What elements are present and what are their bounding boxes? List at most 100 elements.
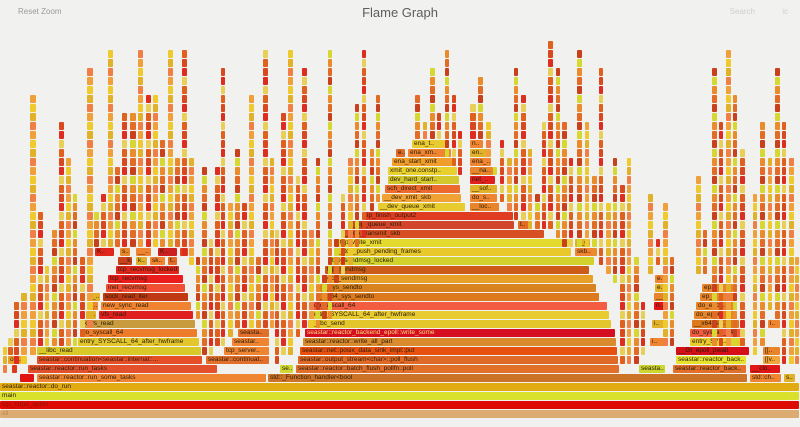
flame-cell[interactable]: [712, 203, 717, 211]
flame-cell[interactable]: [362, 86, 366, 94]
flame-cell[interactable]: [599, 95, 603, 103]
flame-cell[interactable]: [789, 356, 794, 364]
flame-cell[interactable]: [768, 167, 772, 175]
flame-cell[interactable]: [458, 131, 462, 139]
flame-cell[interactable]: [328, 122, 332, 130]
flame-cell[interactable]: [168, 50, 173, 58]
flame-cell[interactable]: [45, 266, 49, 274]
flame-cell[interactable]: [733, 320, 737, 328]
flame-cell[interactable]: [302, 158, 307, 166]
frame-gi-epoll-pwait[interactable]: __GI_epoll_pwait: [676, 347, 750, 355]
frame-i[interactable]: i..: [652, 320, 666, 328]
frame-entry-syscall-64-after-hwframe[interactable]: entry_SYSCALL_64_after_hwframe: [310, 311, 610, 319]
flame-cell[interactable]: [146, 221, 151, 229]
flame-cell[interactable]: [733, 149, 737, 157]
flame-cell[interactable]: [221, 86, 225, 94]
flame-cell[interactable]: [281, 239, 286, 247]
flame-cell[interactable]: [726, 131, 731, 139]
flame-cell[interactable]: [423, 122, 427, 130]
flame-cell[interactable]: [355, 113, 359, 121]
frame-sch-direct-xmit[interactable]: sch_direct_xmit: [385, 185, 461, 193]
flame-cell[interactable]: [30, 194, 36, 202]
flame-cell[interactable]: [45, 293, 49, 301]
flame-cell[interactable]: [108, 50, 113, 58]
flame-cell[interactable]: [775, 158, 780, 166]
flame-cell[interactable]: [521, 158, 526, 166]
flame-cell[interactable]: [782, 347, 786, 355]
flame-cell[interactable]: [712, 302, 717, 310]
flame-cell[interactable]: [627, 221, 631, 229]
flame-cell[interactable]: [795, 284, 799, 292]
frame-sock-read-iter[interactable]: sock_read_iter: [103, 293, 189, 301]
frame-libc-read[interactable]: __libc_read: [37, 347, 202, 355]
flame-cell[interactable]: [73, 320, 77, 328]
flame-cell[interactable]: [740, 248, 745, 256]
flame-cell[interactable]: [458, 167, 462, 175]
flame-cell[interactable]: [634, 293, 639, 301]
flame-cell[interactable]: [168, 221, 173, 229]
flame-cell[interactable]: [215, 185, 220, 193]
flame-cell[interactable]: [634, 356, 639, 364]
flame-cell[interactable]: [87, 266, 93, 274]
flame-cell[interactable]: [606, 212, 611, 220]
flame-cell[interactable]: [528, 212, 532, 220]
flame-cell[interactable]: [733, 122, 737, 130]
flame-cell[interactable]: [30, 338, 36, 346]
flame-cell[interactable]: [30, 185, 36, 193]
flame-cell[interactable]: [235, 302, 240, 310]
flame-cell[interactable]: [302, 185, 307, 193]
flame-cell[interactable]: [221, 329, 225, 337]
flame-cell[interactable]: [80, 329, 85, 337]
frame-ep[interactable]: ep..: [702, 284, 734, 292]
flame-cell[interactable]: [328, 293, 332, 301]
flame-cell[interactable]: [663, 248, 668, 256]
flame-cell[interactable]: [355, 185, 359, 193]
flame-cell[interactable]: [775, 266, 780, 274]
flame-cell[interactable]: [726, 302, 731, 310]
flame-cell[interactable]: [712, 77, 717, 85]
flame-cell[interactable]: [221, 257, 225, 265]
flame-cell[interactable]: [146, 113, 151, 121]
flame-cell[interactable]: [130, 230, 136, 238]
flame-cell[interactable]: [556, 203, 560, 211]
flame-cell[interactable]: [768, 158, 772, 166]
flame-cell[interactable]: [281, 248, 286, 256]
flame-cell[interactable]: [760, 293, 765, 301]
frame-seastar-reactor-backend-epoll-write-some[interactable]: seastar::reactor_backend_epoll::write_so…: [305, 329, 616, 337]
frame-s[interactable]: s..: [120, 248, 131, 256]
flame-cell[interactable]: [362, 158, 366, 166]
flame-cell[interactable]: [528, 176, 532, 184]
flame-cell[interactable]: [782, 131, 786, 139]
flame-cell[interactable]: [362, 203, 366, 211]
flame-cell[interactable]: [370, 176, 374, 184]
flame-cell[interactable]: [641, 311, 645, 319]
flame-cell[interactable]: [775, 77, 780, 85]
flame-cell[interactable]: [740, 320, 745, 328]
flame-cell[interactable]: [30, 284, 36, 292]
flame-cell[interactable]: [620, 221, 625, 229]
flame-cell[interactable]: [703, 266, 707, 274]
frame-e[interactable]: e..: [655, 275, 666, 283]
flame-cell[interactable]: [648, 239, 653, 247]
flame-cell[interactable]: [189, 176, 194, 184]
flame-cell[interactable]: [585, 185, 589, 193]
flame-cell[interactable]: [795, 356, 799, 364]
flame-cell[interactable]: [556, 140, 560, 148]
flame-cell[interactable]: [189, 185, 194, 193]
flame-cell[interactable]: [627, 284, 631, 292]
flame-cell[interactable]: [66, 320, 71, 328]
flame-cell[interactable]: [209, 257, 213, 265]
flame-cell[interactable]: [288, 302, 293, 310]
flame-cell[interactable]: [73, 248, 77, 256]
flame-cell[interactable]: [249, 284, 254, 292]
flame-cell[interactable]: [703, 230, 707, 238]
flame-cell[interactable]: [753, 293, 757, 301]
flame-cell[interactable]: [30, 221, 36, 229]
flame-cell[interactable]: [452, 104, 456, 112]
frame-tcp-httpd-optim[interactable]: tcp_httpd_optim: [0, 401, 800, 409]
flame-cell[interactable]: [38, 248, 43, 256]
flame-cell[interactable]: [577, 77, 582, 85]
flame-cell[interactable]: [221, 302, 225, 310]
flame-cell[interactable]: [712, 266, 717, 274]
flame-cell[interactable]: [59, 230, 64, 238]
